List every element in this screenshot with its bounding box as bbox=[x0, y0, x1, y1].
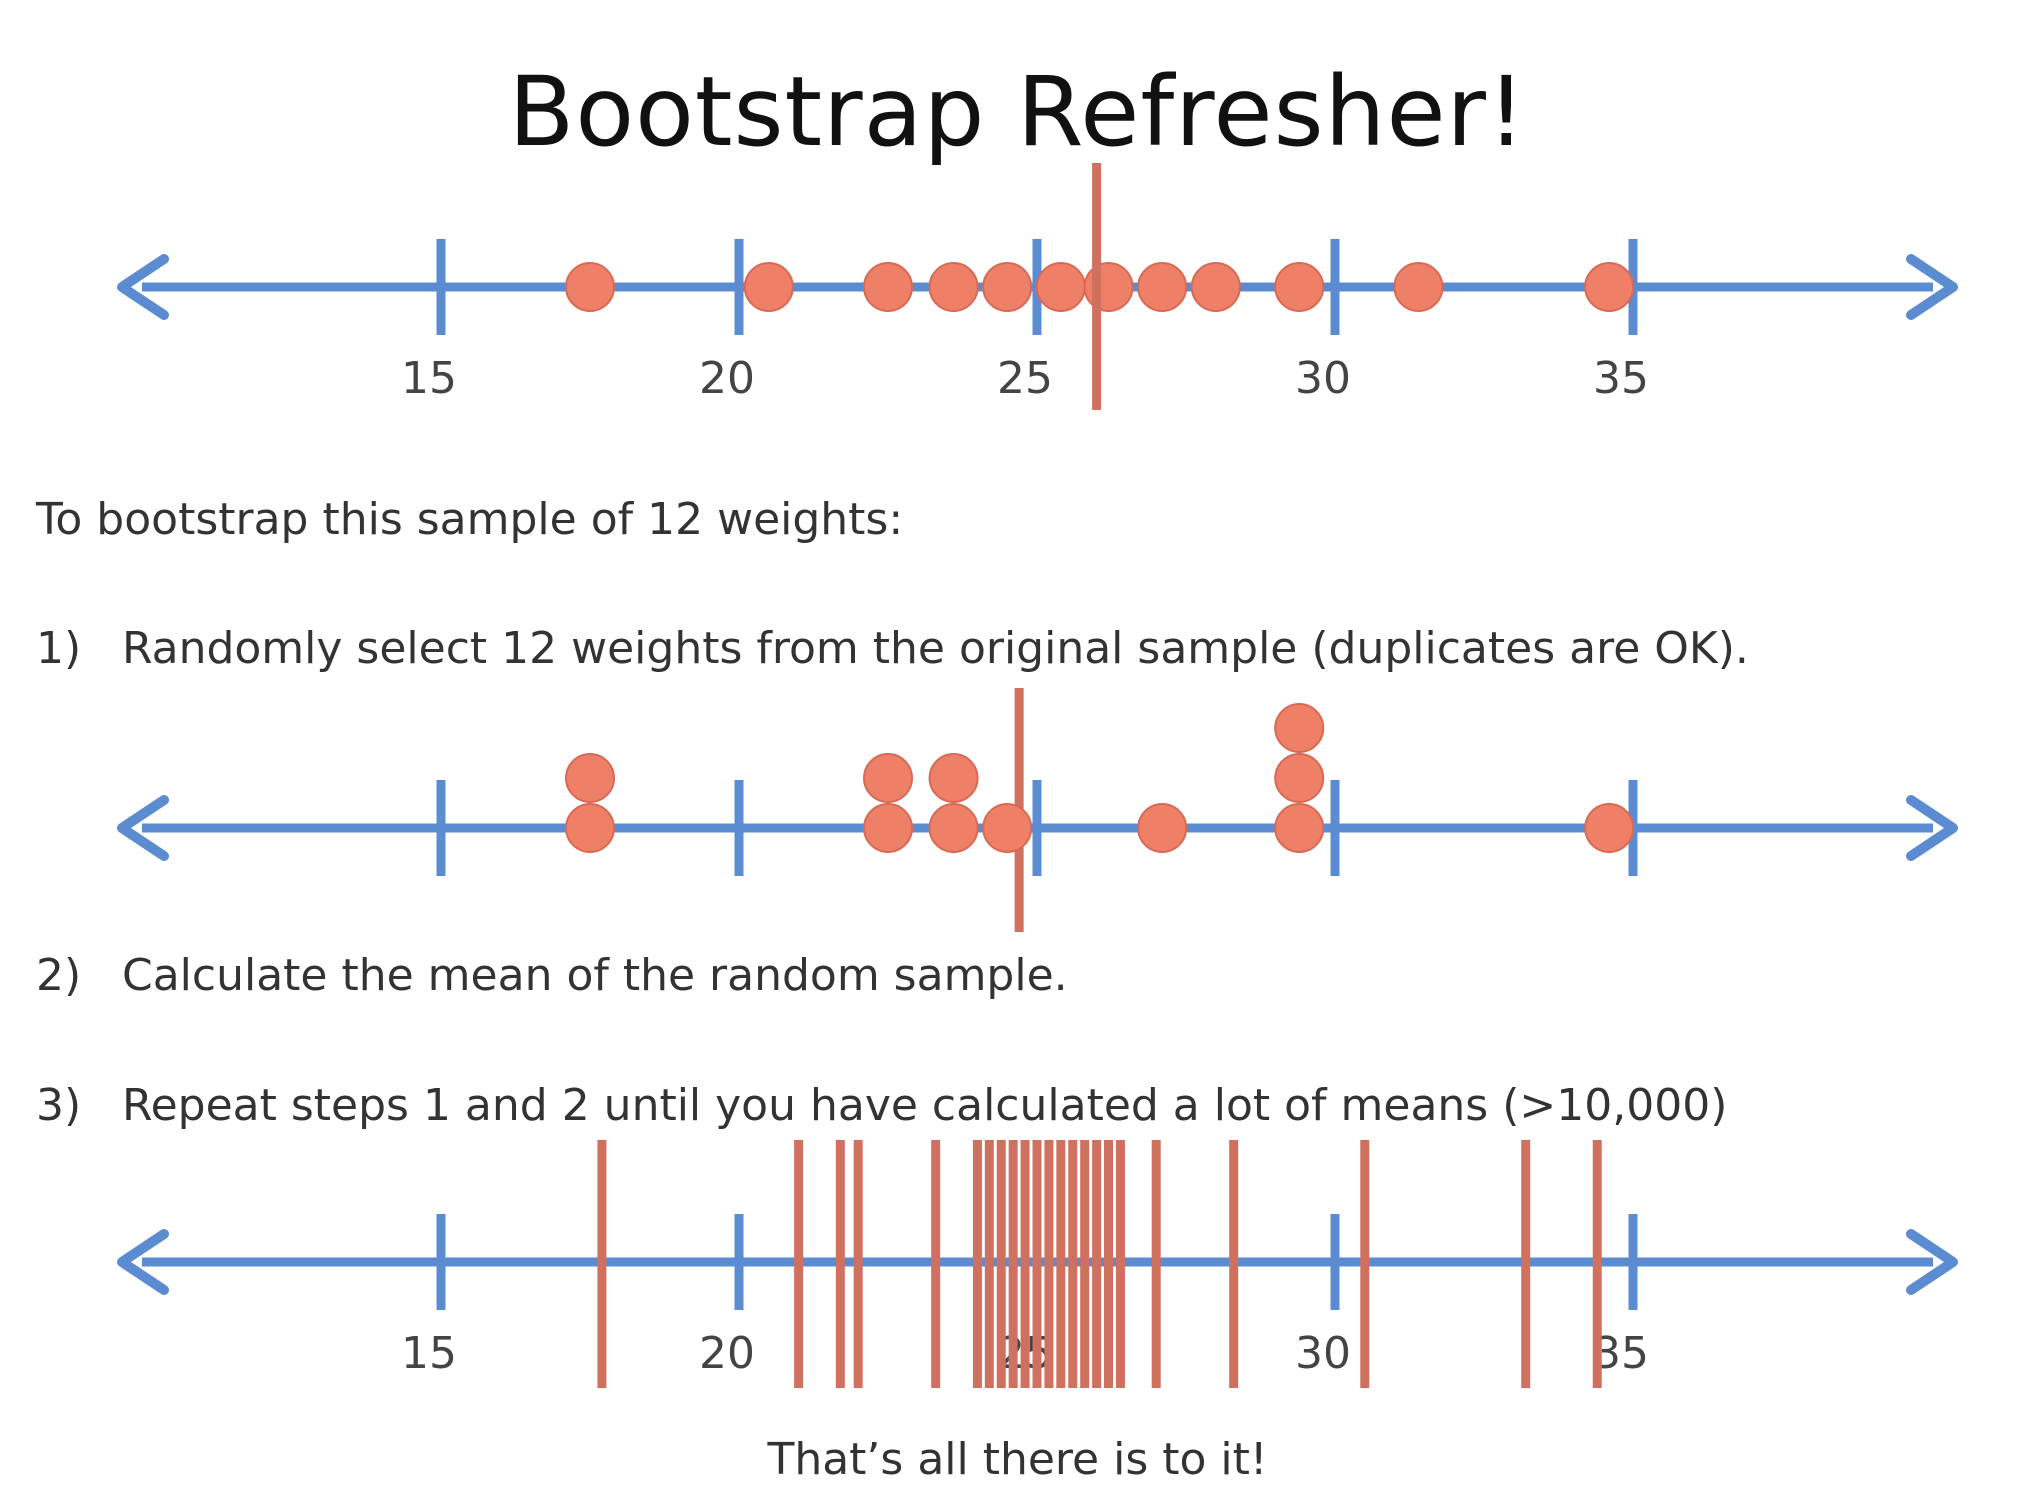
number-line-original-sample: 15 20 25 30 35 bbox=[117, 163, 1958, 410]
data-point bbox=[743, 262, 794, 312]
step-3: 3) Repeat steps 1 and 2 until you have ca… bbox=[36, 1078, 1727, 1134]
data-point bbox=[982, 803, 1033, 853]
number-line-bootstrap-resample bbox=[117, 688, 1958, 932]
axis-right-arrow-icon bbox=[1906, 1229, 1958, 1295]
step-1-text: Randomly select 12 weights from the orig… bbox=[122, 623, 1749, 674]
step-2: 2) Calculate the mean of the random sampl… bbox=[36, 948, 1068, 1004]
data-point bbox=[928, 803, 979, 853]
data-point bbox=[863, 753, 913, 803]
data-point bbox=[1035, 262, 1086, 312]
data-point bbox=[1584, 803, 1635, 853]
axis-right-arrow-icon bbox=[1906, 254, 1958, 320]
data-point bbox=[1083, 262, 1134, 312]
axis-left-arrow-icon bbox=[117, 254, 169, 320]
data-point bbox=[1274, 753, 1325, 803]
data-point bbox=[928, 262, 979, 312]
tick-label: 15 bbox=[401, 1328, 457, 1379]
step-1: 1) Randomly select 12 weights from the or… bbox=[36, 621, 1749, 677]
tick-label: 25 bbox=[997, 353, 1053, 404]
step-3-number: 3) bbox=[36, 1080, 82, 1131]
tick-label: 30 bbox=[1295, 1328, 1351, 1379]
step-2-number: 2) bbox=[36, 950, 82, 1001]
data-point bbox=[863, 262, 913, 312]
step-1-number: 1) bbox=[36, 623, 82, 674]
data-point bbox=[565, 803, 615, 853]
data-point bbox=[1137, 803, 1188, 853]
axis-right-arrow-icon bbox=[1906, 795, 1958, 861]
footer-text: That’s all there is to it! bbox=[767, 1434, 1268, 1485]
tick-label: 30 bbox=[1295, 353, 1351, 404]
data-point bbox=[565, 753, 615, 803]
data-point bbox=[1190, 262, 1241, 312]
data-point bbox=[1274, 703, 1325, 753]
axis-left-arrow-icon bbox=[117, 1229, 169, 1295]
axis-left-arrow-icon bbox=[117, 795, 169, 861]
tick-label: 15 bbox=[401, 353, 457, 404]
tick-label: 35 bbox=[1593, 1328, 1649, 1379]
data-point bbox=[1137, 262, 1188, 312]
tick-label: 20 bbox=[699, 353, 755, 404]
data-point bbox=[1584, 262, 1635, 312]
data-point bbox=[1274, 803, 1325, 853]
data-point bbox=[928, 753, 979, 803]
slide-title: Bootstrap Refresher! bbox=[508, 56, 1527, 168]
step-3-text: Repeat steps 1 and 2 until you have calc… bbox=[122, 1080, 1728, 1131]
intro-text: To bootstrap this sample of 12 weights: bbox=[36, 494, 904, 545]
tick-label: 20 bbox=[699, 1328, 755, 1379]
step-2-text: Calculate the mean of the random sample. bbox=[122, 950, 1068, 1001]
tick-label: 35 bbox=[1593, 353, 1649, 404]
data-point bbox=[982, 262, 1033, 312]
data-point bbox=[1393, 262, 1444, 312]
data-point bbox=[565, 262, 615, 312]
data-point bbox=[863, 803, 913, 853]
data-point bbox=[1274, 262, 1325, 312]
